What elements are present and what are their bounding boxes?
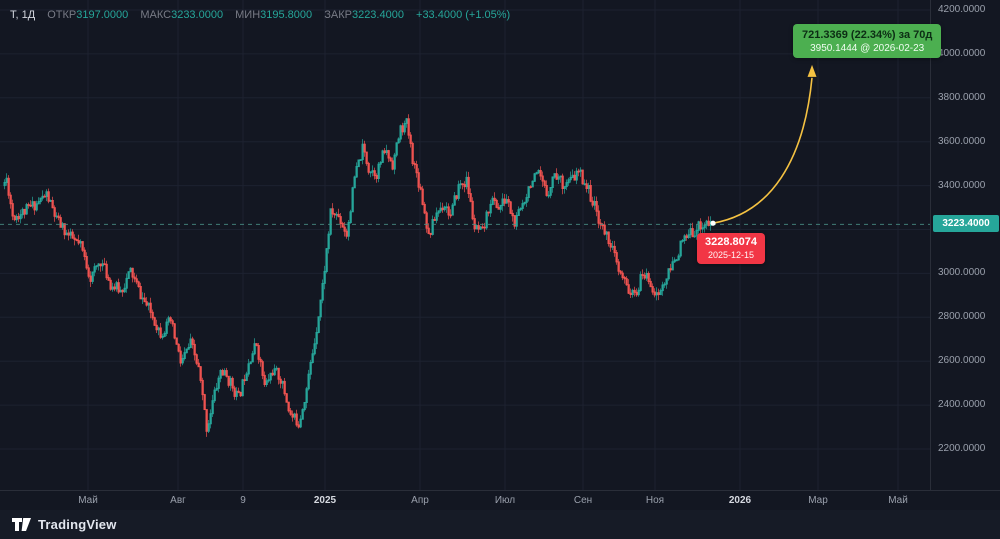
time-axis[interactable]: Май Авг 9 2025 Апр Июл Сен Ноя 2026 Мар Май bbox=[0, 490, 1000, 511]
projection-arrowhead bbox=[807, 64, 817, 77]
price-axis[interactable]: 3223.4000 4200.0000 4000.0000 3800.0000 360… bbox=[930, 0, 1000, 490]
current-price-value: 3228.8074 bbox=[705, 236, 757, 249]
price-axis-label: 3000.0000 bbox=[938, 267, 986, 279]
time-axis-label: 2025 bbox=[313, 495, 337, 506]
price-axis-label: 2400.0000 bbox=[938, 399, 986, 411]
current-price-date: 2025-12-15 bbox=[707, 250, 755, 261]
open-value: 3197.0000 bbox=[76, 9, 129, 21]
time-axis-label: Май bbox=[78, 495, 98, 506]
footer-bar: TradingView bbox=[0, 510, 1000, 539]
open-label: ОТКР bbox=[47, 9, 77, 21]
high-label: МАКС bbox=[140, 9, 172, 21]
time-axis-label: 9 bbox=[240, 495, 246, 506]
price-axis-label: 2200.0000 bbox=[938, 443, 986, 454]
price-axis-label: 2800.0000 bbox=[938, 311, 986, 323]
time-axis-label: 2026 bbox=[728, 495, 752, 506]
current-price-callout[interactable]: 3228.8074 2025-12-15 bbox=[697, 233, 765, 265]
last-price-tag: 3223.4000 bbox=[933, 215, 999, 233]
time-axis-label: Сен bbox=[573, 495, 593, 506]
close-label: ЗАКР bbox=[324, 9, 352, 21]
tradingview-logo-text[interactable]: TradingView bbox=[38, 517, 117, 532]
time-axis-label: Май bbox=[888, 495, 908, 506]
target-price-callout[interactable]: 721.3369 (22.34%) за 70д 3950.1444 @ 202… bbox=[793, 23, 942, 59]
candles-down bbox=[7, 114, 710, 437]
price-axis-label: 3600.0000 bbox=[938, 135, 986, 147]
symbol-title: Т, 1Д bbox=[10, 9, 36, 21]
price-axis-label: 2600.0000 bbox=[938, 355, 986, 367]
price-axis-label: 4000.0000 bbox=[938, 47, 986, 59]
projection-arrow-curve bbox=[712, 77, 813, 224]
price-axis-label: 3400.0000 bbox=[938, 179, 986, 191]
time-axis-label: Апр bbox=[411, 495, 429, 506]
tradingview-logo-icon[interactable] bbox=[12, 518, 31, 531]
price-axis-label: 4200.0000 bbox=[938, 4, 986, 15]
target-change-text: 721.3369 (22.34%) за 70д bbox=[802, 28, 933, 41]
time-axis-label: Июл bbox=[494, 495, 516, 506]
time-axis-label: Ноя bbox=[645, 495, 665, 506]
price-axis-label: 3800.0000 bbox=[938, 91, 986, 103]
candles-up bbox=[3, 118, 712, 433]
high-value: 3233.0000 bbox=[171, 9, 224, 21]
time-axis-label: Авг bbox=[170, 495, 186, 506]
symbol-legend[interactable]: Т, 1Д ОТКР3197.0000 МАКС3233.0000 МИН319… bbox=[10, 9, 510, 21]
target-price-text: 3950.1444 @ 2026-02-23 bbox=[810, 43, 925, 55]
last-price-dot bbox=[710, 220, 716, 226]
time-axis-label: Мар bbox=[808, 495, 828, 506]
close-value: 3223.4000 bbox=[351, 9, 404, 21]
low-label: МИН bbox=[235, 9, 261, 21]
low-value: 3195.8000 bbox=[260, 9, 313, 21]
change-value: +33.4000 (+1.05%) bbox=[416, 9, 511, 21]
